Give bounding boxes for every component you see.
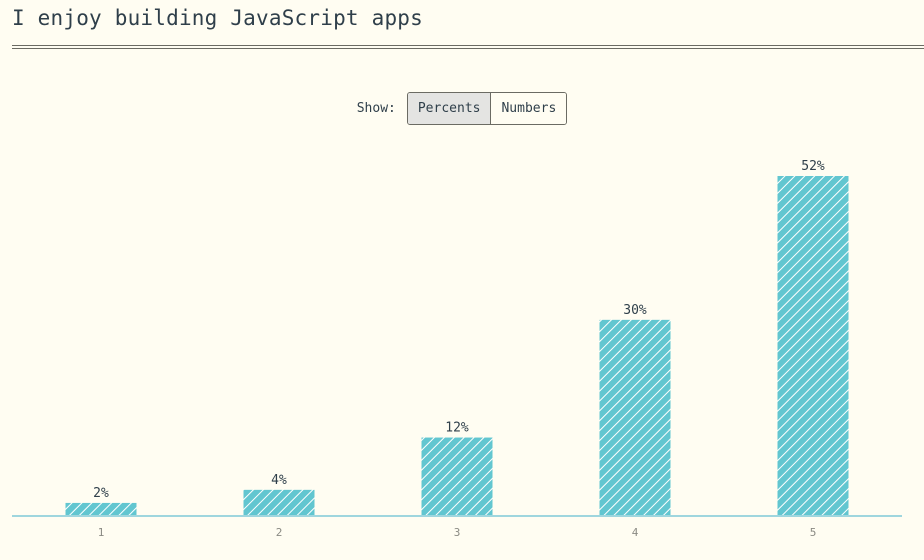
value-label-3: 12% [445, 421, 469, 436]
bar-4 [599, 319, 671, 516]
x-tick-group: 1 2 3 4 5 [98, 526, 817, 539]
value-label-4: 30% [623, 303, 647, 318]
bar-3 [421, 437, 493, 516]
bar-2 [243, 489, 315, 516]
bar-1 [65, 502, 137, 516]
show-label: Show: [356, 101, 396, 116]
numbers-button[interactable]: Numbers [490, 93, 567, 124]
page-title: I enjoy building JavaScript apps [12, 6, 423, 30]
title-divider [12, 45, 924, 49]
value-label-5: 52% [801, 159, 825, 174]
percents-button[interactable]: Percents [407, 93, 491, 124]
x-tick-label-2: 2 [276, 526, 283, 539]
display-toggle: Show: Percents Numbers [0, 91, 924, 126]
x-tick-label-1: 1 [98, 526, 105, 539]
segmented-control: Percents Numbers [406, 92, 568, 125]
bar-5 [777, 176, 849, 516]
value-label-2: 4% [271, 473, 287, 488]
x-tick-label-3: 3 [454, 526, 461, 539]
x-tick-label-4: 4 [632, 526, 639, 539]
value-label-1: 2% [93, 486, 109, 501]
x-tick-label-5: 5 [810, 526, 817, 539]
bars-group: 2% 4% 12% 30% 52% [65, 159, 849, 516]
